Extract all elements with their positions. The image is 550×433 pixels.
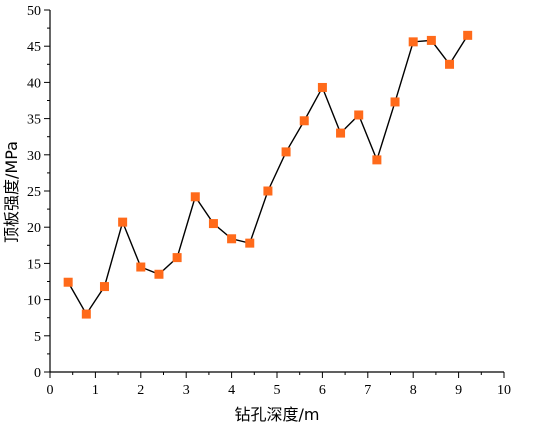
x-axis-title: 钻孔深度/m [235,405,320,424]
y-tick-label: 30 [27,149,41,164]
data-point [99,282,109,292]
data-point [445,59,455,69]
y-tick-label: 50 [27,4,41,19]
data-point [136,262,146,272]
y-tick-label: 20 [27,221,41,236]
data-point [118,217,128,227]
data-point [317,82,327,92]
data-point [172,253,182,263]
y-tick-label: 40 [27,76,41,91]
data-point [263,186,273,196]
x-tick-label: 4 [228,383,235,398]
y-tick-label: 5 [34,330,41,345]
data-point [372,155,382,165]
data-point [408,37,418,47]
y-tick-label: 45 [27,40,41,55]
x-tick-label: 0 [47,383,54,398]
x-tick-label: 5 [274,383,281,398]
y-tick-label: 15 [27,257,41,272]
y-tick-label: 25 [27,185,41,200]
x-tick-label: 8 [410,383,417,398]
series-line [67,34,469,316]
x-tick-label: 2 [137,383,144,398]
data-point [227,234,237,244]
data-point [336,128,346,138]
data-point [154,269,164,279]
y-axis-title: 顶板强度/MPa [2,141,21,243]
x-tick-label: 1 [92,383,99,398]
data-point [63,277,73,287]
x-tick-label: 9 [455,383,462,398]
data-point [390,97,400,107]
data-point [463,30,473,40]
axes [49,10,504,373]
x-tick-label: 6 [319,383,326,398]
data-point [245,238,255,248]
x-tick-label: 7 [364,383,371,398]
x-tick-label: 3 [183,383,190,398]
y-axis-ticks: 0 5 10 15 20 25 30 35 40 45 50 [27,4,50,381]
data-point [190,192,200,202]
y-tick-label: 0 [34,366,41,381]
data-point [299,116,309,126]
x-tick-label: 10 [497,383,511,398]
data-point [281,147,291,157]
y-tick-label: 10 [27,294,41,309]
y-tick-label: 35 [27,113,41,128]
data-point [81,309,91,319]
data-point [208,219,218,229]
data-series [63,30,473,319]
data-point [426,35,436,45]
x-axis-ticks: 0 1 2 3 4 5 6 7 8 9 10 [47,372,511,398]
data-point [354,110,364,120]
